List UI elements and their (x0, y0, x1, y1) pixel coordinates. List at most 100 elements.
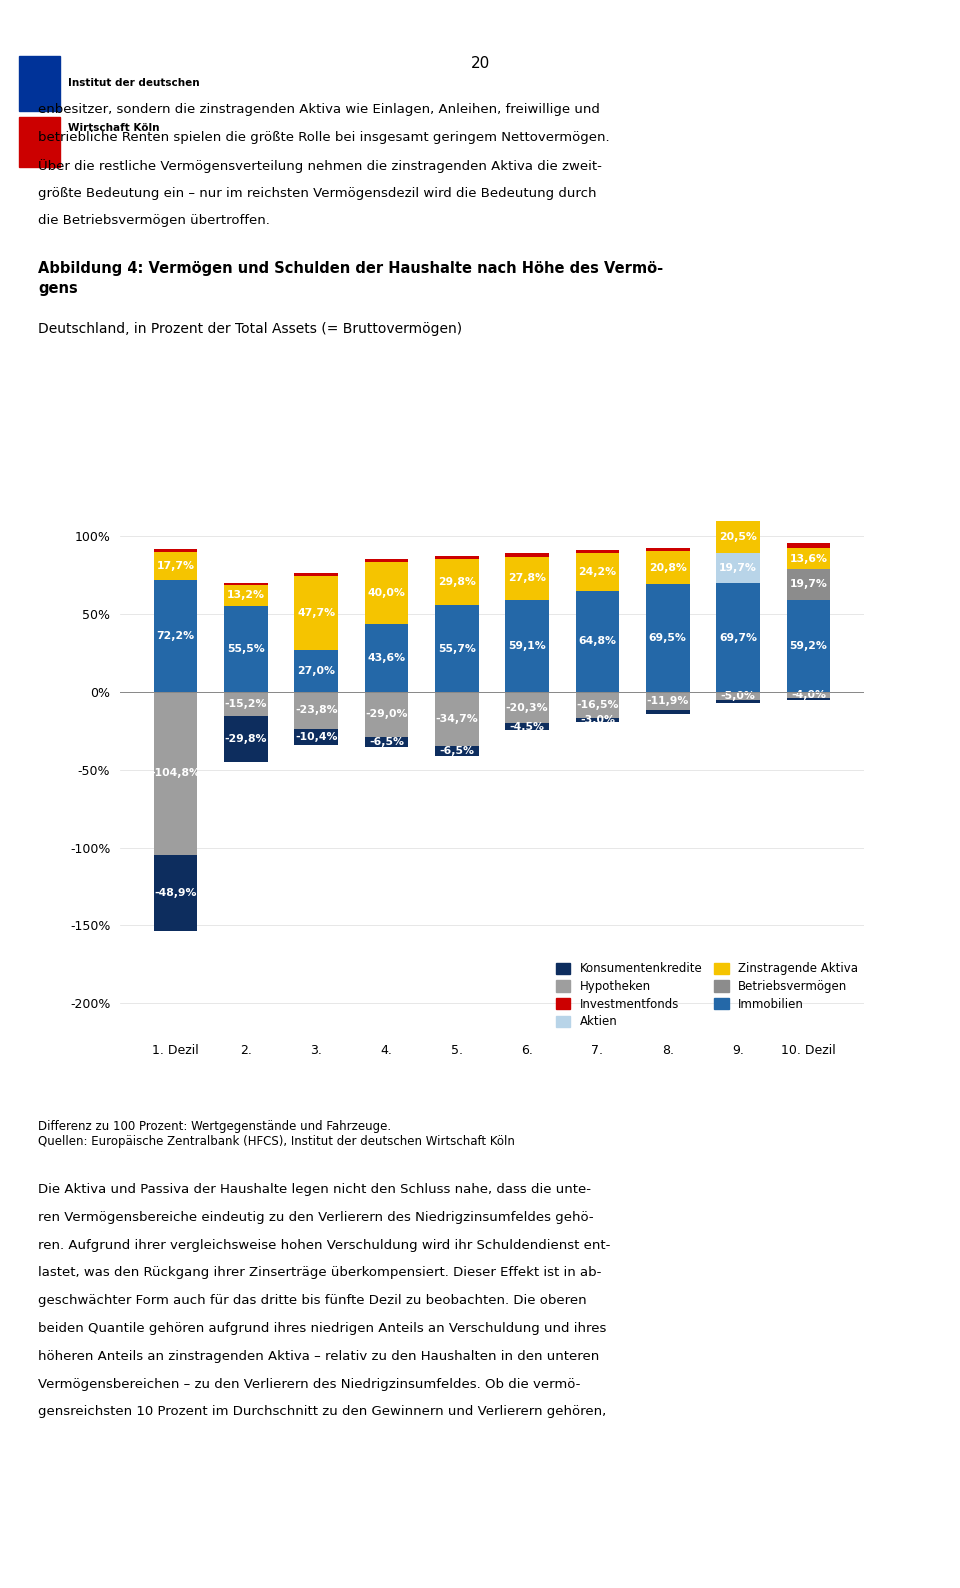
Bar (716, 692, 760, 700)
Bar (505, 600, 549, 692)
Bar (505, 724, 549, 730)
Bar (786, 543, 830, 548)
Text: lastet, was den Rückgang ihrer Zinserträge überkompensiert. Dieser Effekt ist in: lastet, was den Rückgang ihrer Zinserträ… (38, 1267, 602, 1280)
Text: -4,5%: -4,5% (510, 723, 544, 732)
Text: betriebliche Renten spielen die größte Rolle bei insgesamt geringem Nettovermöge: betriebliche Renten spielen die größte R… (38, 130, 610, 145)
Text: -20,3%: -20,3% (506, 702, 548, 713)
Text: -15,2%: -15,2% (225, 699, 267, 708)
Text: enbesitzer, sondern die zinstragenden Aktiva wie Einlagen, Anleihen, freiwillige: enbesitzer, sondern die zinstragenden Ak… (38, 103, 600, 116)
Bar (576, 692, 619, 718)
Bar (154, 692, 198, 854)
Bar (576, 551, 619, 553)
Bar (295, 729, 338, 745)
Text: 19,7%: 19,7% (789, 580, 828, 589)
Bar (646, 710, 689, 715)
Text: Vermögensbereichen – zu den Verlierern des Niedrigzinsumfeldes. Ob die vermö-: Vermögensbereichen – zu den Verlierern d… (38, 1377, 581, 1391)
Text: -10,4%: -10,4% (295, 732, 338, 742)
Legend: Konsumentenkredite, Hypotheken, Investmentfonds, Aktien, Zinstragende Aktiva, Be: Konsumentenkredite, Hypotheken, Investme… (556, 962, 858, 1029)
Bar (154, 553, 198, 580)
Text: 27,8%: 27,8% (508, 573, 546, 583)
Text: größte Bedeutung ein – nur im reichsten Vermögensdezil wird die Bedeutung durch: größte Bedeutung ein – nur im reichsten … (38, 186, 597, 200)
Bar (435, 692, 479, 746)
Text: -23,8%: -23,8% (295, 705, 338, 716)
Text: -6,5%: -6,5% (440, 746, 474, 756)
Bar (295, 649, 338, 692)
Text: -6,5%: -6,5% (369, 737, 404, 746)
Bar (435, 556, 479, 559)
Bar (786, 548, 830, 569)
Bar (646, 584, 689, 692)
Text: Differenz zu 100 Prozent: Wertgegenstände und Fahrzeuge.: Differenz zu 100 Prozent: Wertgegenständ… (38, 1120, 392, 1132)
Text: Abbildung 4: Vermögen und Schulden der Haushalte nach Höhe des Vermö-
gens: Abbildung 4: Vermögen und Schulden der H… (38, 260, 663, 295)
Bar (224, 716, 268, 762)
Bar (716, 700, 760, 703)
Bar (435, 746, 479, 756)
Text: 19,7%: 19,7% (719, 564, 757, 573)
Text: 24,2%: 24,2% (578, 567, 616, 576)
Text: 20,8%: 20,8% (649, 562, 686, 573)
Bar (505, 557, 549, 600)
Text: -5,0%: -5,0% (721, 691, 756, 700)
Text: -29,8%: -29,8% (225, 734, 267, 743)
Text: 27,0%: 27,0% (298, 665, 335, 676)
Text: 40,0%: 40,0% (368, 588, 405, 599)
Bar (19, 56, 60, 111)
Bar (19, 118, 60, 167)
Bar (786, 699, 830, 700)
Bar (154, 549, 198, 553)
Text: 59,1%: 59,1% (508, 642, 546, 651)
Text: 69,7%: 69,7% (719, 632, 757, 643)
Bar (576, 553, 619, 591)
Bar (365, 692, 408, 737)
Text: 43,6%: 43,6% (368, 653, 406, 662)
Bar (224, 605, 268, 692)
Text: 55,7%: 55,7% (438, 643, 476, 654)
Bar (365, 562, 408, 624)
Text: gensreichsten 10 Prozent im Durchschnitt zu den Gewinnern und Verlierern gehören: gensreichsten 10 Prozent im Durchschnitt… (38, 1405, 607, 1418)
Text: Institut der deutschen: Institut der deutschen (67, 78, 200, 89)
Bar (365, 737, 408, 746)
Bar (646, 548, 689, 551)
Text: die Betriebsvermögen übertroffen.: die Betriebsvermögen übertroffen. (38, 214, 271, 227)
Text: 64,8%: 64,8% (579, 637, 616, 646)
Bar (716, 521, 760, 553)
Text: Quellen: Europäische Zentralbank (HFCS), Institut der deutschen Wirtschaft Köln: Quellen: Europäische Zentralbank (HFCS),… (38, 1135, 516, 1148)
Text: -4,0%: -4,0% (791, 691, 826, 700)
Text: ren. Aufgrund ihrer vergleichsweise hohen Verschuldung wird ihr Schuldendienst e: ren. Aufgrund ihrer vergleichsweise hohe… (38, 1239, 611, 1251)
Text: -34,7%: -34,7% (436, 715, 478, 724)
Bar (365, 624, 408, 692)
Bar (365, 559, 408, 562)
Bar (716, 583, 760, 692)
Bar (295, 692, 338, 729)
Bar (716, 518, 760, 521)
Bar (646, 692, 689, 710)
Bar (786, 600, 830, 692)
Bar (786, 692, 830, 699)
Text: geschwächter Form auch für das dritte bis fünfte Dezil zu beobachten. Die oberen: geschwächter Form auch für das dritte bi… (38, 1294, 587, 1307)
Bar (716, 553, 760, 583)
Text: 69,5%: 69,5% (649, 632, 686, 643)
Bar (435, 605, 479, 692)
Text: Wirtschaft Köln: Wirtschaft Köln (67, 122, 159, 133)
Bar (505, 692, 549, 724)
Bar (786, 569, 830, 600)
Text: Die Aktiva und Passiva der Haushalte legen nicht den Schluss nahe, dass die unte: Die Aktiva und Passiva der Haushalte leg… (38, 1183, 591, 1196)
Text: ren Vermögensbereiche eindeutig zu den Verlierern des Niedrigzinsumfeldes gehö-: ren Vermögensbereiche eindeutig zu den V… (38, 1210, 594, 1224)
Bar (154, 580, 198, 692)
Text: Über die restliche Vermögensverteilung nehmen die zinstragenden Aktiva die zweit: Über die restliche Vermögensverteilung n… (38, 159, 602, 173)
Text: 17,7%: 17,7% (156, 561, 195, 570)
Text: höheren Anteils an zinstragenden Aktiva – relativ zu den Haushalten in den unter: höheren Anteils an zinstragenden Aktiva … (38, 1350, 600, 1363)
Text: 29,8%: 29,8% (438, 576, 476, 588)
Text: 13,6%: 13,6% (789, 554, 828, 564)
Bar (295, 573, 338, 575)
Text: 72,2%: 72,2% (156, 630, 195, 640)
Text: -48,9%: -48,9% (155, 888, 197, 899)
Text: 59,2%: 59,2% (789, 642, 828, 651)
Text: -3,0%: -3,0% (580, 715, 615, 724)
Text: -29,0%: -29,0% (366, 710, 408, 719)
Text: 20: 20 (470, 56, 490, 70)
Bar (295, 575, 338, 649)
Text: 47,7%: 47,7% (298, 608, 335, 618)
Text: -11,9%: -11,9% (647, 696, 689, 707)
Bar (154, 854, 198, 931)
